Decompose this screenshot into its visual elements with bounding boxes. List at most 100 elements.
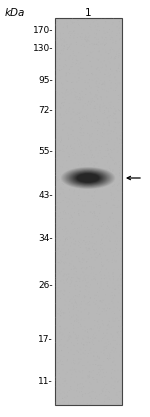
Point — [88, 375, 90, 382]
Point — [97, 120, 99, 127]
Point — [106, 283, 109, 289]
Point — [56, 104, 58, 111]
Point — [89, 347, 91, 354]
Point — [118, 45, 121, 52]
Point — [112, 333, 114, 340]
Point — [62, 399, 64, 405]
Point — [82, 336, 84, 342]
Point — [100, 198, 103, 205]
Point — [83, 264, 86, 271]
Point — [64, 77, 66, 84]
Point — [75, 311, 77, 318]
Text: 43-: 43- — [38, 191, 53, 199]
Point — [114, 286, 117, 293]
Point — [78, 239, 81, 246]
Point — [106, 343, 108, 349]
Point — [71, 236, 74, 243]
Point — [58, 342, 61, 349]
Point — [66, 255, 68, 262]
Point — [68, 334, 70, 341]
Point — [66, 20, 68, 26]
Point — [93, 45, 96, 52]
Point — [67, 166, 69, 173]
Point — [98, 47, 101, 54]
Point — [111, 46, 114, 53]
Point — [65, 63, 67, 69]
Point — [98, 143, 101, 149]
Point — [60, 42, 63, 49]
Point — [107, 357, 110, 363]
Point — [79, 244, 81, 251]
Point — [62, 266, 64, 272]
Point — [60, 342, 62, 348]
Point — [88, 76, 90, 83]
Point — [88, 374, 90, 380]
Point — [77, 190, 80, 196]
Point — [84, 324, 86, 330]
Point — [98, 392, 101, 398]
Point — [90, 242, 92, 249]
Point — [61, 312, 63, 319]
Point — [95, 26, 97, 33]
Point — [63, 167, 65, 174]
Point — [59, 35, 62, 42]
Point — [102, 369, 105, 376]
Point — [99, 106, 101, 113]
Point — [90, 165, 93, 171]
Point — [65, 123, 67, 130]
Point — [66, 22, 69, 29]
Point — [112, 344, 114, 351]
Point — [103, 42, 106, 49]
Point — [88, 372, 91, 378]
Point — [55, 269, 57, 275]
Point — [111, 297, 113, 304]
Point — [64, 250, 67, 256]
Point — [98, 56, 100, 63]
Point — [98, 214, 100, 221]
Point — [61, 400, 63, 407]
Point — [93, 240, 95, 247]
Point — [93, 147, 95, 153]
Point — [75, 60, 77, 67]
Point — [106, 279, 109, 286]
Point — [55, 401, 57, 407]
Point — [117, 21, 120, 28]
Point — [63, 254, 65, 260]
Point — [74, 299, 76, 306]
Point — [111, 147, 113, 154]
Point — [96, 131, 99, 138]
Point — [61, 215, 63, 222]
Point — [73, 146, 75, 153]
Point — [70, 170, 72, 177]
Point — [80, 50, 82, 57]
Point — [102, 330, 105, 337]
Point — [59, 374, 62, 381]
Ellipse shape — [76, 173, 100, 183]
Point — [115, 286, 117, 293]
Point — [84, 122, 87, 128]
Point — [74, 71, 76, 78]
Point — [107, 311, 109, 317]
Point — [106, 367, 109, 374]
Point — [79, 400, 81, 407]
Point — [108, 73, 110, 79]
Point — [118, 61, 120, 68]
Point — [116, 115, 118, 122]
Point — [74, 61, 77, 68]
Point — [98, 163, 100, 170]
Point — [117, 323, 120, 330]
Point — [117, 275, 119, 282]
Point — [101, 335, 104, 342]
Point — [91, 152, 93, 158]
Point — [114, 108, 117, 115]
Point — [89, 105, 92, 111]
Point — [90, 24, 92, 30]
Point — [91, 276, 94, 282]
Point — [110, 324, 112, 331]
Point — [96, 108, 98, 115]
Point — [56, 249, 59, 256]
Point — [72, 236, 75, 242]
Point — [90, 381, 92, 387]
Point — [87, 34, 89, 41]
Point — [97, 379, 99, 386]
